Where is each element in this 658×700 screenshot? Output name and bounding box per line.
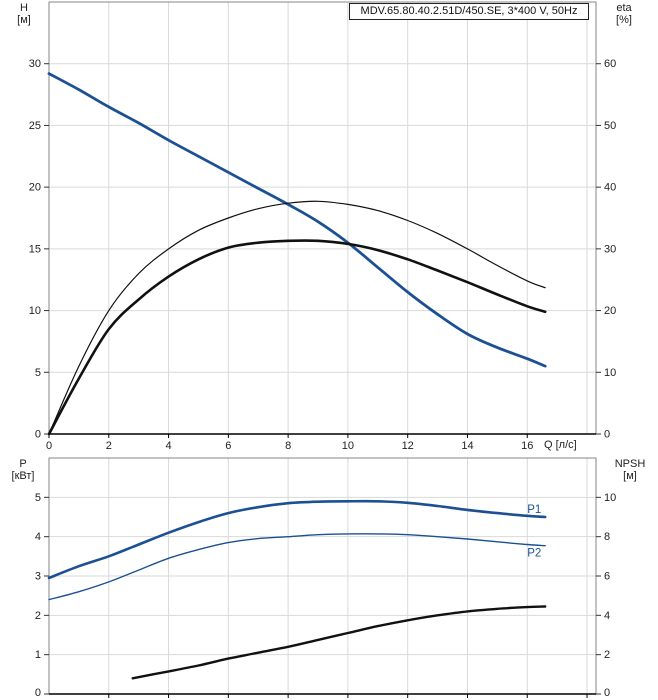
bottom-left-axis-unit: P [кВт]	[2, 458, 44, 482]
left-axis-tick-label: 10	[29, 305, 41, 317]
p-axis-unit-line1: P	[19, 458, 27, 470]
right-axis-tick-label: 20	[604, 305, 616, 317]
p1-curve	[47, 499, 547, 580]
npsh-axis-unit-line2: [м]	[623, 470, 637, 482]
x-axis-tick-label: 16	[521, 440, 533, 452]
head-curve	[47, 72, 547, 368]
right-axis-tick-label: 8	[604, 531, 610, 543]
left-axis-tick-label: 5	[35, 492, 41, 504]
right-axis-tick-label: 50	[604, 120, 616, 132]
left-axis-tick-label: 25	[29, 120, 41, 132]
x-axis-tick-label: 0	[46, 440, 52, 452]
right-axis-tick-label: 30	[604, 243, 616, 255]
x-axis-tick-label: 2	[106, 440, 112, 452]
left-axis-tick-label: 20	[29, 182, 41, 194]
curve-label-p2: P2	[527, 547, 541, 559]
p-axis-unit-line2: [кВт]	[11, 470, 35, 482]
eta-pump-motor-curve	[47, 239, 547, 436]
x-axis-tick-label: 12	[402, 440, 414, 452]
eta-pump-curve	[48, 200, 546, 435]
x-axis-tick-label: 14	[461, 440, 473, 452]
left-axis-tick-label: 0	[35, 687, 41, 699]
top-left-axis-unit: H [м]	[6, 2, 42, 26]
right-axis-tick-label: 10	[604, 492, 616, 504]
p2-curve	[48, 533, 546, 601]
right-axis-tick-label: 0	[604, 687, 610, 699]
right-axis-tick-label: 2	[604, 649, 610, 661]
plot-frame	[48, 1, 597, 435]
left-axis-tick-label: 30	[29, 58, 41, 70]
h-axis-unit-line1: H	[20, 2, 28, 14]
eta-axis-unit-line1: eta	[616, 2, 632, 14]
left-axis-tick-label: 15	[29, 243, 41, 255]
left-axis-tick-label: 5	[35, 367, 41, 379]
right-axis-tick-label: 6	[604, 571, 610, 583]
x-axis-tick-label: 10	[342, 440, 354, 452]
right-axis-tick-label: 10	[604, 367, 616, 379]
left-axis-tick-label: 3	[35, 571, 41, 583]
q-axis-unit: Q [л/с]	[544, 439, 577, 451]
left-axis-tick-label: 4	[35, 531, 41, 543]
x-axis-tick-label: 6	[225, 440, 231, 452]
eta-axis-unit-line2: [%]	[616, 14, 632, 26]
pump-type-title: MDV.65.80.40.2.51D/450.SE, 3*400 V, 50Hz	[360, 5, 578, 17]
bottom-right-axis-unit: NPSH [м]	[604, 458, 656, 482]
top-right-axis-unit: eta [%]	[604, 2, 644, 26]
pump-type-title-box: MDV.65.80.40.2.51D/450.SE, 3*400 V, 50Hz	[349, 3, 589, 20]
left-axis-tick-label: 0	[35, 429, 41, 441]
x-axis-tick-label: 4	[166, 440, 172, 452]
left-axis-tick-label: 2	[35, 610, 41, 622]
npsh-axis-unit-line1: NPSH	[614, 458, 646, 470]
right-axis-tick-label: 0	[604, 429, 610, 441]
left-axis-tick-label: 1	[35, 649, 41, 661]
curve-label-p1: P1	[527, 504, 541, 516]
right-axis-tick-label: 40	[604, 182, 616, 194]
h-axis-unit-line2: [м]	[17, 14, 31, 26]
right-axis-tick-label: 60	[604, 58, 616, 70]
x-axis-tick-label: 8	[285, 440, 291, 452]
right-axis-tick-label: 4	[604, 610, 610, 622]
npsh-curve	[131, 605, 547, 680]
